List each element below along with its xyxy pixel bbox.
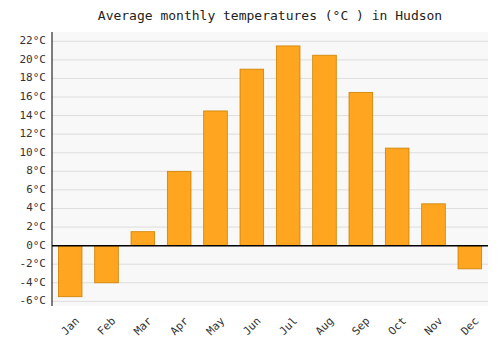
bar <box>204 111 228 246</box>
plot-background <box>52 32 488 306</box>
x-tick-label: Mar <box>131 314 155 338</box>
x-tick-label: Jul <box>277 315 300 338</box>
bar <box>385 148 409 246</box>
bar <box>313 55 337 245</box>
x-tick-label: Jun <box>240 315 263 338</box>
x-axis-labels: Jan Feb Mar Apr May Jun Jul Aug Sep Oct Nov Dec <box>59 314 482 338</box>
y-tick-label: 12°C <box>20 127 47 140</box>
bar <box>58 246 82 297</box>
bar <box>167 171 191 245</box>
grid-line <box>52 134 488 135</box>
grid-line <box>52 171 488 172</box>
bar <box>95 246 119 283</box>
y-tick-label: 2°C <box>26 220 46 233</box>
bar <box>458 246 482 269</box>
x-tick-label: Jan <box>59 315 82 338</box>
y-tick-label: 0°C <box>26 239 46 252</box>
chart-container: -6°C -4°C -2°C 0°C 2°C 4°C 6°C 8°C 10°C 12°C 14°C 1… <box>0 0 500 350</box>
x-tick-label: Aug <box>313 315 336 338</box>
y-tick-label: 20°C <box>20 53 47 66</box>
zero-line <box>52 245 488 247</box>
bar <box>131 232 155 246</box>
x-tick-label: Feb <box>95 315 118 338</box>
grid-line <box>52 78 488 79</box>
title: Average monthly temperatures (°C ) in Hu… <box>98 8 442 23</box>
x-tick-label: Dec <box>458 315 481 338</box>
grid-line <box>52 41 488 42</box>
y-axis-line <box>52 32 53 306</box>
bar <box>349 92 373 245</box>
x-tick-label: Nov <box>422 314 446 338</box>
y-tick-label: 4°C <box>26 201 46 214</box>
chart: -6°C -4°C -2°C 0°C 2°C 4°C 6°C 8°C 10°C 12°C 14°C 1… <box>0 0 500 350</box>
y-tick-label: 14°C <box>20 109 47 122</box>
grid-line <box>52 245 488 246</box>
x-tick-label: Oct <box>386 315 409 338</box>
y-axis-labels: -6°C -4°C -2°C 0°C 2°C 4°C 6°C 8°C 10°C 12°C 14°C 1… <box>20 34 47 307</box>
grid <box>52 41 488 301</box>
x-tick-label: Apr <box>168 314 192 338</box>
y-tick-label: 6°C <box>26 183 46 196</box>
grid-line <box>52 97 488 98</box>
bar <box>240 69 264 245</box>
grid-line <box>52 115 488 116</box>
grid-line <box>52 301 488 302</box>
bar <box>276 46 300 246</box>
y-tick-label: 10°C <box>20 146 47 159</box>
bar <box>422 204 446 246</box>
y-tick-label: 16°C <box>20 90 47 103</box>
y-tick-label: 8°C <box>26 164 46 177</box>
y-tick-label: 18°C <box>20 71 47 84</box>
bars <box>58 46 481 297</box>
y-tick-label: -6°C <box>20 294 47 307</box>
grid-line <box>52 59 488 60</box>
grid-line <box>52 152 488 153</box>
y-tick-label: 22°C <box>20 34 47 47</box>
y-tick-label: -2°C <box>20 257 47 270</box>
y-tick-label: -4°C <box>20 276 47 289</box>
x-tick-label: Sep <box>349 315 372 338</box>
x-tick-label: May <box>204 314 228 338</box>
grid-line <box>52 189 488 190</box>
